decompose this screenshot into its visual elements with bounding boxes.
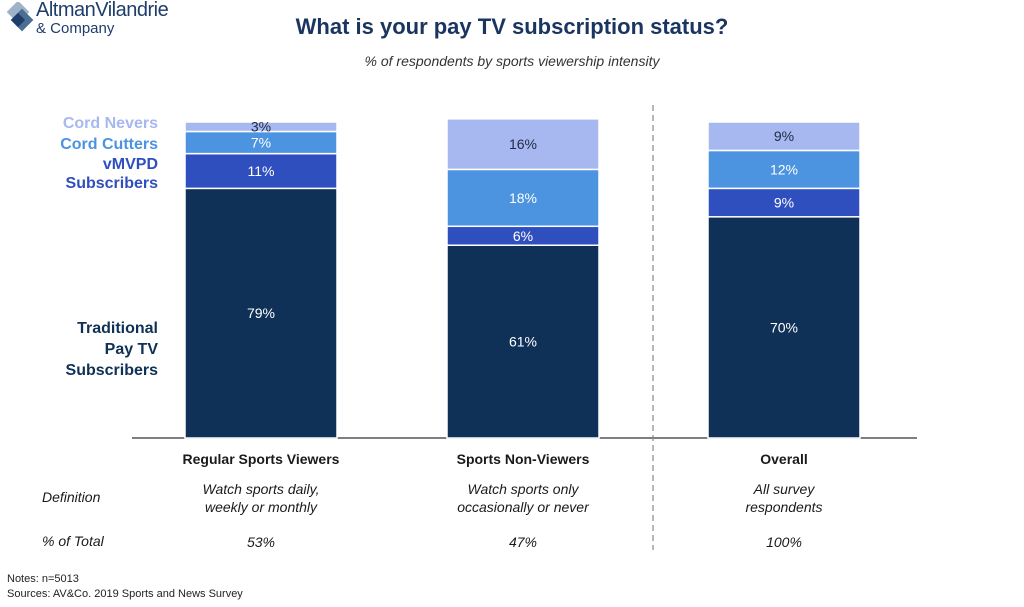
company-name: AltmanVilandrie & Company [36, 0, 169, 37]
chart-title: What is your pay TV subscription status? [295, 14, 729, 39]
legend-traditional-line2: Pay TV [104, 341, 158, 358]
category-label: Regular Sports Viewers [182, 451, 340, 467]
definition-line: All survey [753, 481, 815, 497]
bar-segment-cord-cutters [707, 149, 861, 190]
definition-cell: All survey respondents [654, 480, 914, 516]
sources: Sources: AV&Co. 2019 Sports and News Sur… [7, 588, 243, 600]
data-label: 7% [251, 135, 271, 151]
category-label: Sports Non-Viewers [456, 451, 590, 467]
legend-traditional: Traditional Pay TV Subscribers [0, 318, 158, 381]
legend-vmvpd-line2: Subscribers [65, 175, 158, 192]
data-label: 11% [248, 163, 275, 179]
category-label: Overall [760, 451, 808, 467]
data-label: 9% [774, 128, 794, 144]
legend-cord-cutters-label: Cord Cutters [60, 136, 158, 153]
bar-segment-cord-nevers [184, 121, 338, 133]
total-cell: 47% [508, 534, 538, 550]
data-label: 61% [509, 334, 537, 350]
data-label: 18% [509, 190, 537, 206]
definition-cell: Watch sports daily, weekly or monthly [131, 480, 391, 516]
definition-line: Watch sports daily, [202, 481, 320, 497]
legend-cord-cutters: Cord Cutters [0, 135, 158, 154]
data-label: 3% [251, 119, 271, 135]
bar-segment-cord-cutters [446, 168, 600, 228]
definition-line: respondents [745, 499, 823, 515]
legend-cord-nevers-label: Cord Nevers [62, 115, 158, 132]
definition-row-label: Definition [42, 489, 101, 505]
company-name-line2: & Company [36, 20, 115, 37]
company-logo [6, 2, 34, 32]
legend-traditional-line1: Traditional [77, 320, 158, 337]
bar-segment-cord-nevers [707, 121, 861, 152]
data-label: 70% [770, 319, 798, 335]
notes: Notes: n=5013 [7, 573, 79, 585]
bar-group: 79% 11% 7%3% 61% 6% 18% 16% 70% 9% 12% 9% [184, 118, 861, 439]
bar-segment-traditional [707, 216, 861, 439]
data-label: 79% [247, 305, 275, 321]
definition-line: weekly or monthly [204, 499, 318, 515]
total-cell: 100% [766, 534, 802, 550]
company-name-line1: AltmanVilandrie [36, 0, 169, 21]
legend-traditional-line3: Subscribers [65, 362, 158, 379]
definition-line: occasionally or never [457, 499, 589, 515]
legend-cord-nevers: Cord Nevers [0, 114, 158, 133]
data-label: 16% [509, 136, 537, 152]
definition-cell: Watch sports only occasionally or never [393, 480, 653, 516]
total-row-label: % of Total [42, 533, 104, 549]
data-label: 12% [770, 161, 798, 177]
data-label: 6% [513, 228, 533, 244]
legend-vmvpd-line1: vMVPD [102, 156, 158, 173]
data-label: 9% [774, 195, 794, 211]
chart-subtitle: % of respondents by sports viewership in… [364, 53, 660, 69]
definition-line: Watch sports only [467, 481, 579, 497]
bar-segment-cord-nevers [446, 118, 600, 171]
legend-vmvpd: vMVPD Subscribers [0, 155, 158, 193]
total-cell: 53% [246, 534, 276, 550]
